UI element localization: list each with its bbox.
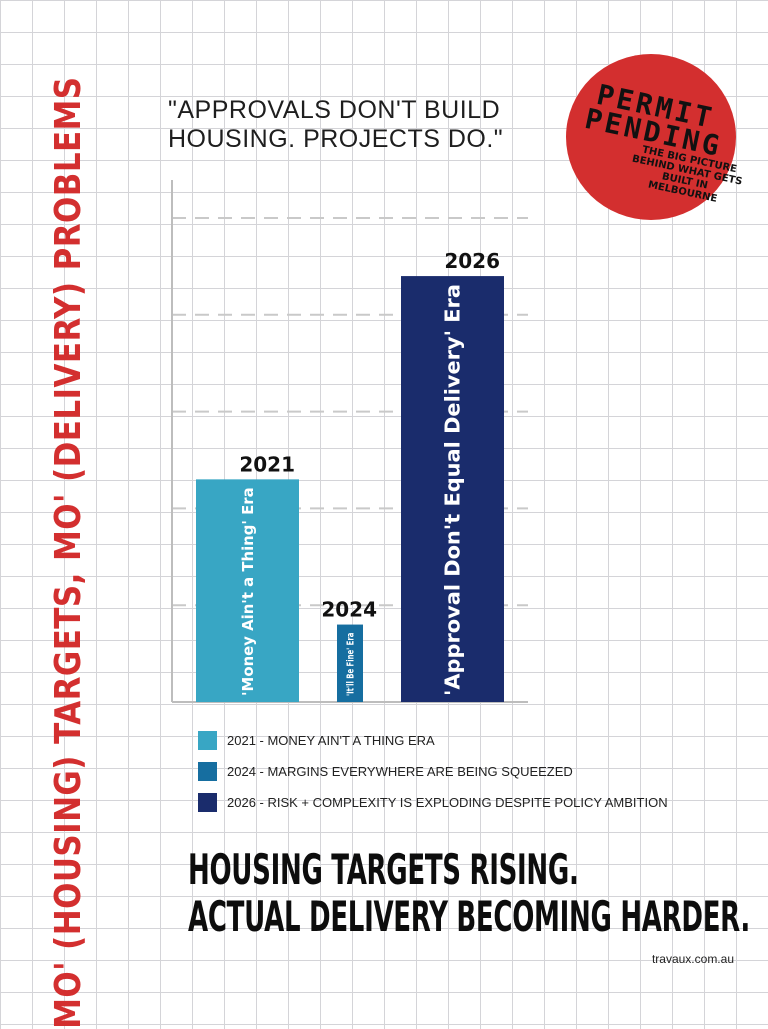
bar-year-label-2024: 2024 — [321, 598, 377, 622]
headline-line-1: HOUSING TARGETS RISING. — [188, 845, 579, 894]
bar-year-label-2021: 2021 — [239, 452, 295, 476]
bar-era-label-2026: 'Approval Don't Equal Delivery' Era — [441, 284, 465, 696]
headline-line-2: ACTUAL DELIVERY BECOMING HARDER. — [188, 892, 750, 941]
legend-item-2024: 2024 - MARGINS EVERYWHERE ARE BEING SQUE… — [198, 761, 573, 781]
bar-2021 — [196, 479, 299, 702]
legend-swatch-2024 — [198, 761, 217, 781]
bar-era-label-2021: 'Money Ain't a Thing' Era — [239, 487, 257, 696]
bar-year-label-2026: 2026 — [444, 249, 500, 273]
legend-item-2021: 2021 - MONEY AIN'T A THING ERA — [198, 730, 435, 750]
legend-swatch-2026 — [198, 792, 217, 812]
legend-label-2026: 2026 - RISK + COMPLEXITY IS EXPLODING DE… — [227, 794, 668, 810]
headline: HOUSING TARGETS RISING. ACTUAL DELIVERY … — [188, 845, 750, 946]
quote-line-1: "APPROVALS DON'T BUILD — [168, 96, 501, 124]
bar-era-label-2024: 'It'll Be Fine' Era — [346, 633, 357, 696]
pull-quote: "APPROVALS DON'T BUILD HOUSING. PROJECTS… — [168, 96, 503, 154]
footer-url: travaux.com.au — [651, 952, 734, 966]
bar-chart: 2021 'Money Ain't a Thing' Era 2024 'It'll … — [171, 180, 528, 703]
legend-label-2021: 2021 - MONEY AIN'T A THING ERA — [227, 732, 435, 748]
bar-2024 — [337, 624, 363, 702]
legend-item-2026: 2026 - RISK + COMPLEXITY IS EXPLODING DE… — [198, 792, 668, 812]
bar-2026 — [401, 276, 504, 702]
permit-pending-stamp: PERMIT PENDING THE BIG PICTURE BEHIND WH… — [566, 54, 743, 220]
quote-line-2: HOUSING. PROJECTS DO." — [168, 125, 504, 153]
legend-label-2024: 2024 - MARGINS EVERYWHERE ARE BEING SQUE… — [227, 763, 573, 779]
legend-swatch-2021 — [198, 730, 217, 750]
